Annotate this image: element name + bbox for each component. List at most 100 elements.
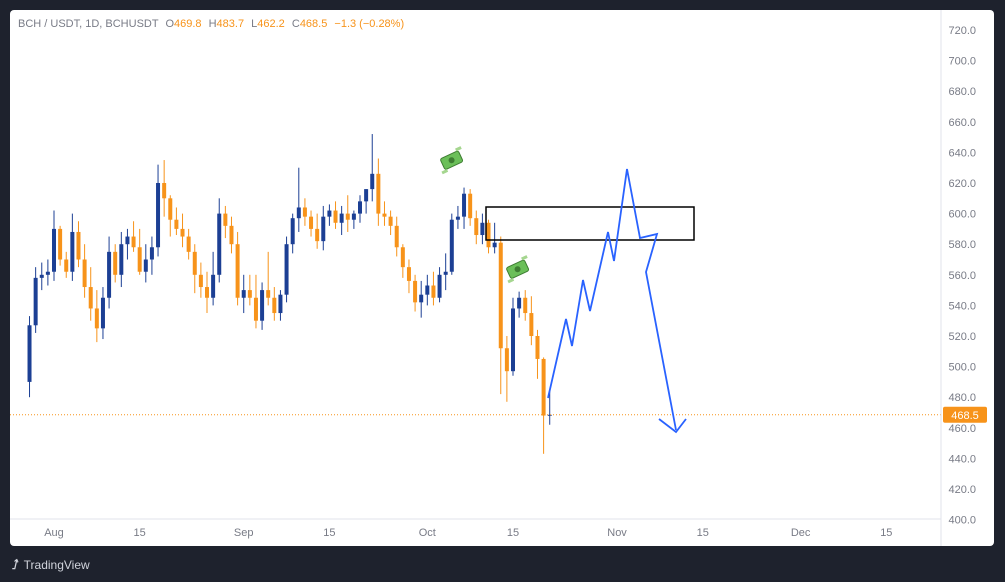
candle-body[interactable]: [364, 189, 369, 202]
candle-body[interactable]: [492, 242, 497, 248]
candle-body[interactable]: [486, 222, 491, 248]
candle-body[interactable]: [131, 236, 136, 248]
candle-body[interactable]: [443, 271, 448, 275]
time-tick-label: 15: [697, 527, 709, 539]
candle-body[interactable]: [174, 219, 179, 229]
candle-body[interactable]: [94, 308, 99, 329]
candle-body[interactable]: [419, 294, 424, 303]
candle-body[interactable]: [235, 244, 240, 298]
candle-body[interactable]: [327, 210, 332, 217]
candle-body[interactable]: [468, 193, 473, 219]
candle-body[interactable]: [517, 297, 522, 309]
candle-body[interactable]: [345, 213, 350, 220]
candle-body[interactable]: [333, 210, 338, 223]
price-axis[interactable]: 400.0 420.0 440.0 460.0 480.0 500.0 520.0 540.0…: [948, 25, 976, 527]
candle-body[interactable]: [272, 297, 277, 314]
candle-body[interactable]: [431, 285, 436, 298]
candle-body[interactable]: [376, 173, 381, 214]
candle-body[interactable]: [529, 313, 534, 336]
candle-body[interactable]: [162, 183, 167, 199]
symbol-title[interactable]: BCH / USDT, 1D, BCHUSDT: [18, 18, 159, 30]
candle-body[interactable]: [480, 222, 485, 236]
candle-body[interactable]: [437, 274, 442, 298]
candle-body[interactable]: [425, 285, 430, 295]
candle-body[interactable]: [321, 216, 326, 242]
candle-body[interactable]: [547, 414, 552, 416]
candle-body[interactable]: [241, 290, 246, 298]
candle-body[interactable]: [302, 207, 307, 217]
candle-body[interactable]: [370, 173, 375, 190]
candle-body[interactable]: [33, 277, 38, 326]
candle-body[interactable]: [113, 251, 118, 275]
candle-body[interactable]: [82, 259, 87, 288]
candle-body[interactable]: [462, 193, 467, 217]
candle-body[interactable]: [455, 216, 460, 220]
price-tick-label: 500.0: [948, 362, 976, 374]
price-tick-label: 540.0: [948, 300, 976, 312]
candle-body[interactable]: [211, 274, 216, 298]
time-axis[interactable]: Aug 15 Sep 15 Oct 15 Nov 15 Dec 15: [44, 527, 892, 539]
candle-body[interactable]: [358, 201, 362, 214]
money-emoji-icon: [440, 146, 464, 175]
candle-body[interactable]: [125, 236, 130, 245]
candle-body[interactable]: [217, 213, 222, 275]
candle-body[interactable]: [70, 231, 75, 272]
candle-body[interactable]: [205, 287, 209, 298]
candle-body[interactable]: [284, 244, 289, 295]
candle-body[interactable]: [149, 247, 154, 260]
candle-body[interactable]: [266, 290, 271, 298]
candle-body[interactable]: [168, 198, 173, 220]
candle-body[interactable]: [64, 259, 69, 272]
candle-body[interactable]: [388, 216, 393, 226]
candle-body[interactable]: [296, 207, 301, 219]
candle-body[interactable]: [511, 308, 515, 372]
candle-body[interactable]: [39, 274, 44, 278]
candle-body[interactable]: [52, 228, 56, 272]
candle-body[interactable]: [504, 348, 509, 372]
candle-body[interactable]: [198, 274, 203, 288]
candle-body[interactable]: [76, 231, 81, 260]
candle-body[interactable]: [406, 267, 411, 281]
candle-body[interactable]: [58, 228, 63, 260]
candle-body[interactable]: [180, 228, 185, 237]
candle-body[interactable]: [541, 358, 546, 416]
candle-body[interactable]: [100, 297, 105, 329]
candle-body[interactable]: [535, 336, 540, 359]
projection-path[interactable]: [547, 168, 677, 431]
candle-body[interactable]: [351, 213, 356, 220]
candle-body[interactable]: [260, 290, 265, 321]
candle-body[interactable]: [413, 280, 418, 303]
candle-body[interactable]: [253, 297, 258, 321]
candle-body[interactable]: [186, 236, 191, 252]
candle-body[interactable]: [88, 287, 93, 309]
candle-body[interactable]: [523, 297, 528, 314]
candle-body[interactable]: [474, 218, 479, 236]
candle-body[interactable]: [247, 290, 252, 298]
time-tick-label: 15: [323, 527, 335, 539]
candle-body[interactable]: [400, 247, 405, 268]
candle-body[interactable]: [137, 247, 142, 272]
candle-body[interactable]: [449, 219, 454, 272]
candle-body[interactable]: [156, 183, 161, 248]
resistance-zone-box[interactable]: [485, 206, 695, 241]
candle-body[interactable]: [229, 225, 234, 245]
candle-body[interactable]: [119, 244, 124, 275]
close-label: C: [291, 18, 300, 30]
candle-body[interactable]: [143, 259, 148, 272]
candle-body[interactable]: [223, 213, 228, 226]
candle-body[interactable]: [27, 325, 32, 382]
candle-body[interactable]: [290, 218, 295, 245]
candle-body[interactable]: [339, 213, 344, 223]
candle-body[interactable]: [107, 251, 112, 298]
candle-body[interactable]: [278, 294, 283, 314]
candle-body[interactable]: [382, 213, 387, 217]
candle-body[interactable]: [192, 251, 197, 275]
price-chart[interactable]: 400.0 420.0 440.0 460.0 480.0 500.0 520.0 540.0…: [10, 10, 994, 546]
brand-name[interactable]: TradingView: [23, 558, 90, 572]
chart-panel[interactable]: 400.0 420.0 440.0 460.0 480.0 500.0 520.0 540.0…: [10, 10, 994, 546]
candle-body[interactable]: [394, 225, 399, 248]
candle-body[interactable]: [309, 216, 314, 229]
candle-body[interactable]: [498, 242, 503, 349]
candle-body[interactable]: [315, 228, 320, 242]
candle-body[interactable]: [45, 271, 50, 275]
